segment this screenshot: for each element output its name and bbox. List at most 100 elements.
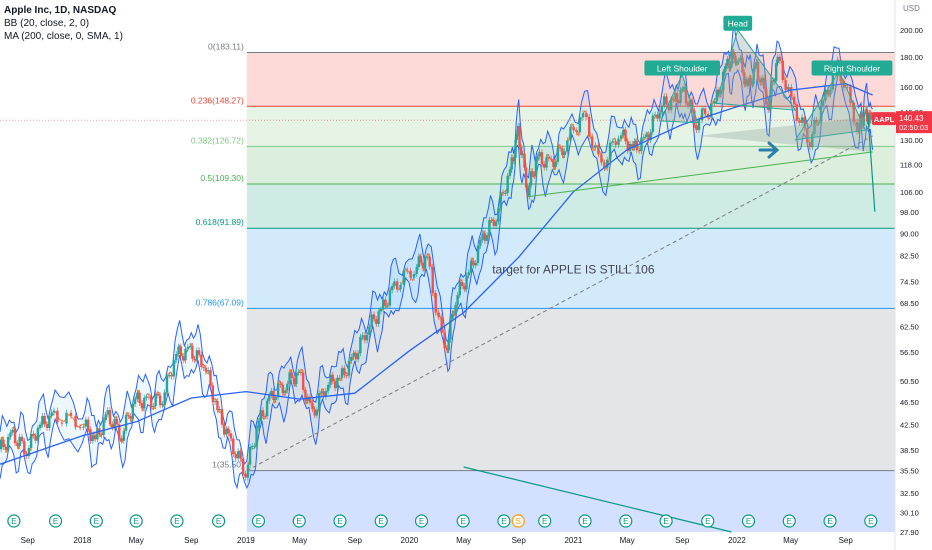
candle-body (476, 245, 480, 263)
candle-body (549, 158, 553, 160)
candle-body (547, 157, 551, 159)
candle-body (826, 89, 830, 95)
candle-body (29, 433, 33, 449)
earnings-icon (414, 514, 429, 528)
candle-body (781, 60, 784, 81)
candle-body (425, 256, 429, 258)
head-and-shoulders-pattern: Head Left Shoulder Right Shoulder target fo… (246, 15, 893, 533)
candle-body (494, 221, 498, 226)
candle-body (501, 192, 505, 194)
fib-band (246, 308, 895, 471)
x-tick-label: Sep (348, 536, 363, 545)
candle-body (737, 60, 740, 62)
candle-body (860, 113, 863, 122)
earnings-label: E (787, 517, 792, 526)
candle-body (531, 171, 534, 175)
fib-level-label: 0.786(67.09) (196, 297, 244, 307)
candle-body (301, 372, 305, 390)
candle-body (440, 317, 443, 333)
candle-body (497, 208, 500, 222)
candle-body (154, 393, 157, 407)
candle-body (100, 434, 103, 436)
candle-body (726, 58, 729, 67)
candle-body (614, 141, 617, 145)
candle-body (246, 464, 250, 478)
candle-body (700, 108, 704, 121)
earnings-label: E (827, 517, 832, 526)
candle-body (290, 372, 294, 378)
earnings-label: E (582, 517, 587, 526)
candle-body (619, 135, 623, 139)
candle-body (611, 141, 615, 143)
candle-body (460, 282, 464, 286)
candle-body (813, 119, 816, 134)
pattern-label: Head (728, 19, 749, 29)
candle-body (120, 438, 123, 441)
candle-body (251, 445, 254, 447)
pattern-shape (715, 28, 797, 111)
candle-body (202, 366, 205, 368)
x-tick-label: May (783, 536, 798, 545)
candle-body (239, 451, 242, 459)
candle-body (82, 426, 85, 428)
ma-indicator-label[interactable]: MA (200, close, 0, SMA, 1) (4, 31, 123, 42)
y-tick-label: 35.50 (900, 467, 919, 476)
candle-body (393, 281, 396, 286)
candle-body (647, 134, 650, 141)
earnings-icon (701, 514, 715, 528)
candle-body (222, 424, 226, 435)
candle-body (624, 129, 627, 142)
candle-body (145, 396, 148, 398)
candle-body (715, 89, 719, 102)
candle-body (483, 233, 487, 241)
candle-body (518, 126, 521, 148)
candle-body (421, 262, 425, 269)
split-icon (511, 514, 525, 528)
candle-body (43, 416, 46, 425)
candle-body (209, 370, 212, 386)
candle-body (846, 87, 849, 89)
x-tick-label: Sep (839, 536, 854, 545)
candle-body (528, 185, 531, 197)
candle-body (354, 353, 358, 360)
candle-body (20, 436, 24, 442)
candle-body (597, 145, 600, 155)
candle-body (739, 57, 742, 61)
candle-body (161, 403, 164, 406)
candle-body (113, 419, 116, 428)
candle-body (558, 147, 562, 149)
candle-body (536, 156, 539, 161)
earnings-label: E (297, 517, 302, 526)
earnings-icon (619, 514, 633, 528)
candle-body (91, 435, 95, 441)
candle-body (18, 436, 21, 447)
candle-body (766, 104, 770, 110)
x-tick-label: 2020 (401, 536, 419, 545)
earnings-icon (333, 514, 347, 528)
candle-body (868, 112, 871, 124)
candle-body (741, 57, 744, 73)
candle-body (104, 414, 107, 421)
candle-body (815, 119, 818, 123)
candle-body (858, 123, 861, 132)
candle-body (382, 299, 385, 310)
candle-body (122, 430, 126, 441)
candle-body (156, 393, 160, 396)
candle-body (667, 104, 671, 111)
candle-body (821, 100, 825, 106)
candle-body (304, 389, 307, 401)
candle-body (276, 383, 280, 398)
event-markers: E E E E E E E E E E E E E E E E E E E E E ES (7, 514, 878, 528)
candle-body (688, 100, 692, 107)
pattern-shape (659, 73, 699, 124)
candle-body (713, 101, 716, 104)
bb-indicator-label[interactable]: BB (20, close, 2, 0) (4, 18, 90, 29)
y-tick-label: 46.50 (900, 398, 919, 407)
candle-body (191, 345, 194, 359)
earnings-icon (497, 514, 511, 528)
candle-body (633, 141, 636, 148)
candle-body (402, 270, 406, 285)
earnings-icon (578, 514, 592, 528)
y-tick-label: 30.10 (900, 509, 919, 518)
candle-body (356, 353, 360, 360)
